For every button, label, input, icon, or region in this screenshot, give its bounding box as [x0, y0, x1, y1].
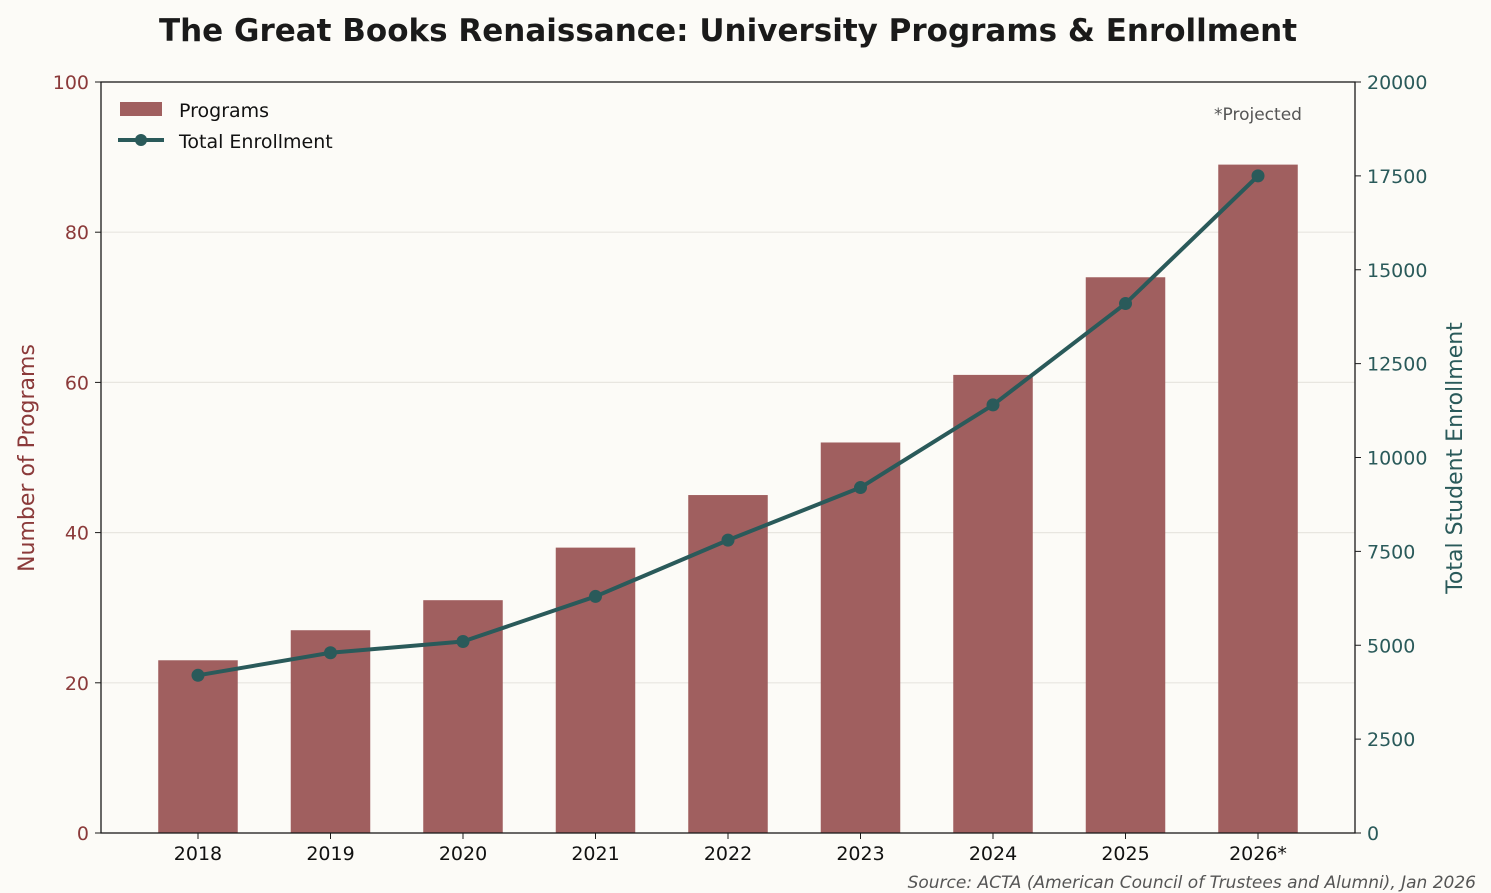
projected-annotation: *Projected — [1214, 105, 1302, 125]
left-tick-label: 60 — [65, 372, 89, 394]
right-axis-label: Total Student Enrollment — [1443, 322, 1468, 595]
x-tick-label: 2024 — [969, 843, 1017, 865]
enrollment-line — [191, 169, 1265, 682]
x-tick-label: 2025 — [1101, 843, 1149, 865]
enrollment-point-2024 — [986, 398, 1000, 412]
legend-label-enrollment: Total Enrollment — [178, 131, 333, 153]
bar-2025 — [1085, 277, 1166, 833]
left-tick-label: 40 — [65, 523, 89, 545]
x-tick-label: 2019 — [306, 843, 354, 865]
right-tick-label: 15000 — [1367, 260, 1427, 282]
right-tick-label: 17500 — [1367, 166, 1427, 188]
source-note: Source: ACTA (American Council of Truste… — [908, 873, 1477, 893]
bar-2024 — [953, 374, 1033, 833]
right-tick-label: 7500 — [1367, 541, 1415, 563]
bars — [158, 164, 1298, 834]
chart-title: The Great Books Renaissance: University … — [159, 13, 1297, 49]
x-axis: 2018 2019 2020 2021 2022 2023 2024 2025 2026* — [174, 833, 1287, 865]
left-axis: 0 20 40 60 80 100 — [53, 72, 101, 845]
x-tick-label: 2021 — [571, 843, 619, 865]
x-tick-label: 2020 — [439, 843, 487, 865]
left-tick-label: 100 — [53, 72, 89, 94]
bar-2026* — [1218, 164, 1298, 834]
enrollment-point-2026* — [1251, 169, 1265, 183]
enrollment-point-2021 — [588, 589, 602, 603]
right-axis: 0 2500 5000 7500 10000 12500 15000 17500 20000 — [1355, 72, 1427, 845]
right-tick-label: 12500 — [1367, 354, 1427, 376]
legend: Programs Total Enrollment — [118, 100, 333, 153]
enrollment-point-2022 — [721, 533, 735, 547]
left-axis-label: Number of Programs — [15, 344, 40, 572]
left-tick-label: 20 — [65, 673, 89, 695]
x-tick-label: 2026* — [1229, 843, 1287, 865]
enrollment-point-2020 — [456, 634, 470, 648]
enrollment-point-2019 — [323, 646, 337, 660]
right-tick-label: 2500 — [1367, 729, 1415, 751]
left-tick-label: 80 — [65, 222, 89, 244]
legend-marker-enrollment — [135, 134, 147, 146]
right-tick-label: 5000 — [1367, 635, 1415, 657]
enrollment-point-2025 — [1119, 297, 1133, 311]
left-tick-label: 0 — [77, 823, 89, 845]
x-tick-label: 2023 — [836, 843, 884, 865]
bar-2023 — [820, 442, 901, 833]
x-tick-label: 2018 — [174, 843, 222, 865]
bar-2018 — [158, 660, 238, 833]
enrollment-point-2018 — [191, 668, 205, 682]
legend-label-programs: Programs — [179, 100, 269, 122]
right-tick-label: 20000 — [1367, 72, 1427, 94]
enrollment-point-2023 — [854, 481, 868, 495]
x-tick-label: 2022 — [704, 843, 752, 865]
right-tick-label: 10000 — [1367, 448, 1427, 470]
right-tick-label: 0 — [1367, 823, 1379, 845]
legend-swatch-programs — [120, 102, 162, 116]
bar-2019 — [290, 630, 371, 833]
